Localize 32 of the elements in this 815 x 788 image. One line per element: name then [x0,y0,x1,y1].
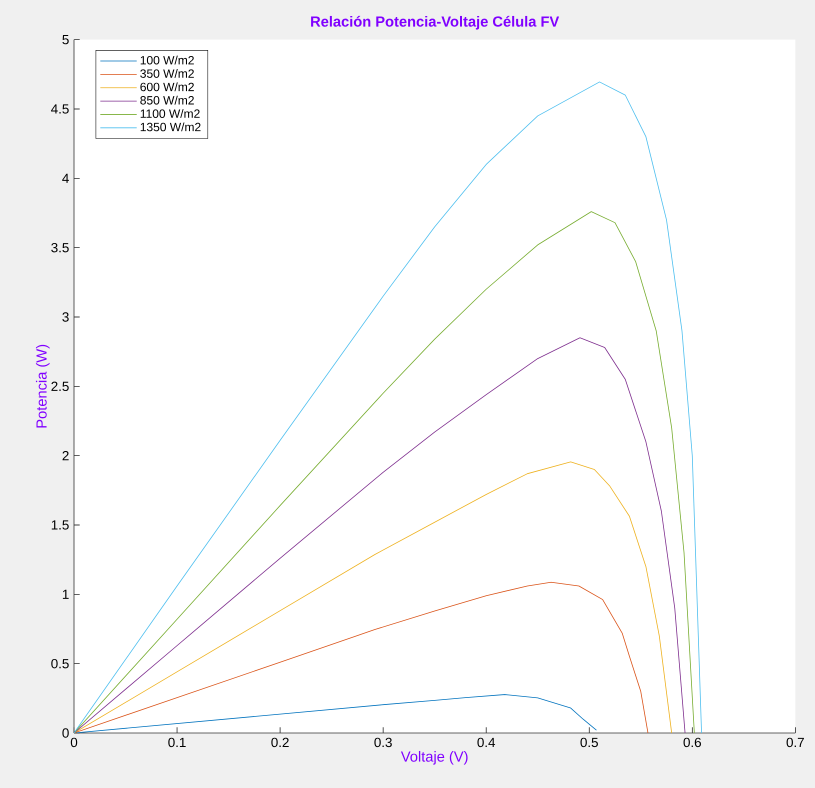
line-series [74,461,672,733]
y-tick-label: 2.5 [51,382,69,392]
x-axis-title: Voltaje (V) [400,750,468,765]
y-tick-label: 1.5 [52,520,69,530]
line-series [74,337,686,733]
x-tick-label: 0.1 [168,738,186,748]
y-tick-label: 3 [62,312,69,322]
x-tick-label: 0.6 [684,738,701,748]
x-tick-label: 0.2 [271,738,289,748]
y-tick-label: 5 [62,35,69,44]
chart-title: Relación Potencia-Voltaje Célula FV [311,16,560,30]
line-series [74,211,695,733]
y-tick-label: 0 [62,728,69,738]
y-tick-label: 3.5 [51,242,69,252]
x-tick-label: 0.5 [580,738,598,748]
legend-label: 1100 W/m2 [140,109,200,118]
line-series [74,82,702,733]
y-tick-label: 1 [62,590,69,599]
legend-label: 350 W/m2 [140,69,194,78]
y-axis-title: Potencia (W) [36,344,50,428]
legend-label: 600 W/m2 [140,82,194,92]
y-tick-label: 4 [62,174,69,183]
x-tick-label: 0.7 [786,738,804,748]
x-tick-label: 0 [70,738,78,748]
y-tick-label: 4.5 [51,104,69,114]
legend-label: 100 W/m2 [140,56,194,64]
y-tick-label: 0.5 [51,658,69,668]
legend-label: 850 W/m2 [140,96,194,105]
legend-label: 1350 W/m2 [140,122,201,132]
y-tick-label: 2 [62,451,69,460]
x-tick-label: 0.3 [374,738,392,748]
x-tick-label: 0.4 [477,738,496,748]
